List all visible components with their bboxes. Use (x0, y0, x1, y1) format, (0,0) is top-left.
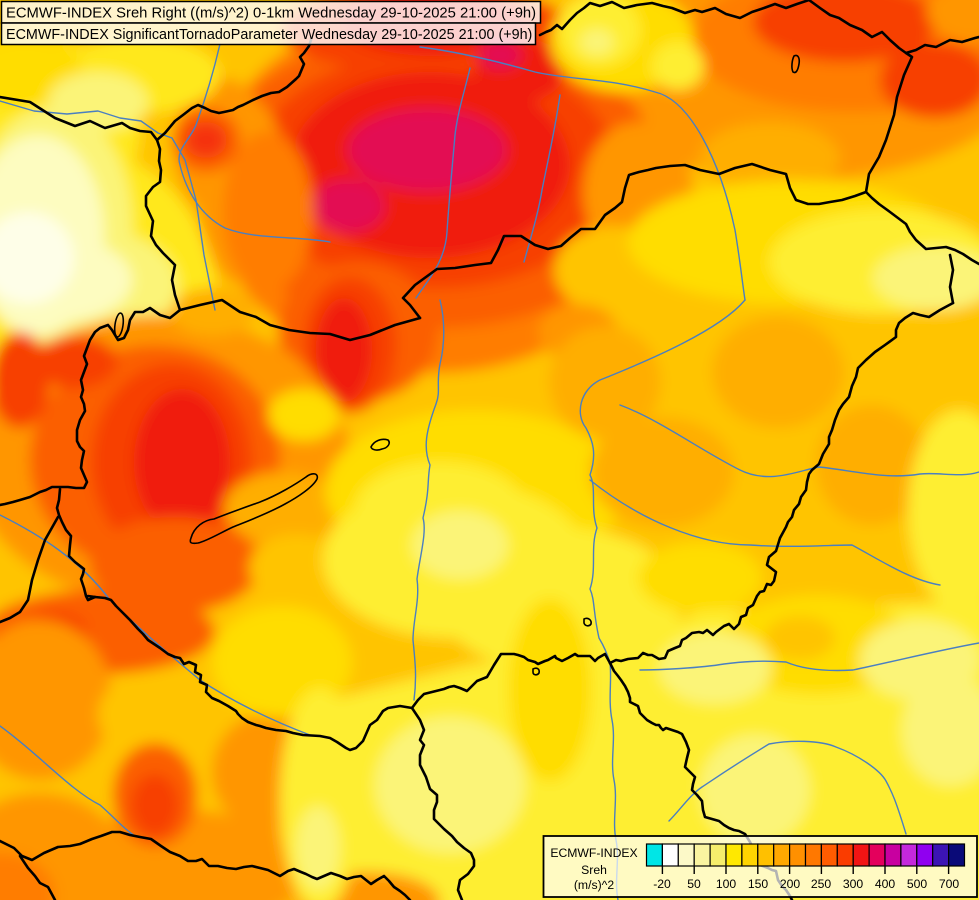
svg-text:ECMWF-INDEX Sreh Right ((m/s)^: ECMWF-INDEX Sreh Right ((m/s)^2) 0-1km W… (6, 6, 536, 22)
svg-text:150: 150 (748, 877, 769, 891)
svg-text:(m/s)^2: (m/s)^2 (574, 878, 614, 892)
svg-text:250: 250 (811, 877, 832, 891)
svg-text:Sreh: Sreh (581, 863, 607, 877)
svg-text:500: 500 (907, 877, 928, 891)
svg-text:300: 300 (843, 877, 864, 891)
svg-text:-20: -20 (653, 877, 671, 891)
svg-text:200: 200 (780, 877, 801, 891)
svg-text:400: 400 (875, 877, 896, 891)
svg-text:100: 100 (716, 877, 737, 891)
svg-text:700: 700 (939, 877, 960, 891)
svg-text:50: 50 (687, 877, 701, 891)
svg-text:ECMWF-INDEX SignificantTornado: ECMWF-INDEX SignificantTornadoParameter … (6, 27, 532, 43)
svg-text:ECMWF-INDEX: ECMWF-INDEX (550, 846, 637, 860)
